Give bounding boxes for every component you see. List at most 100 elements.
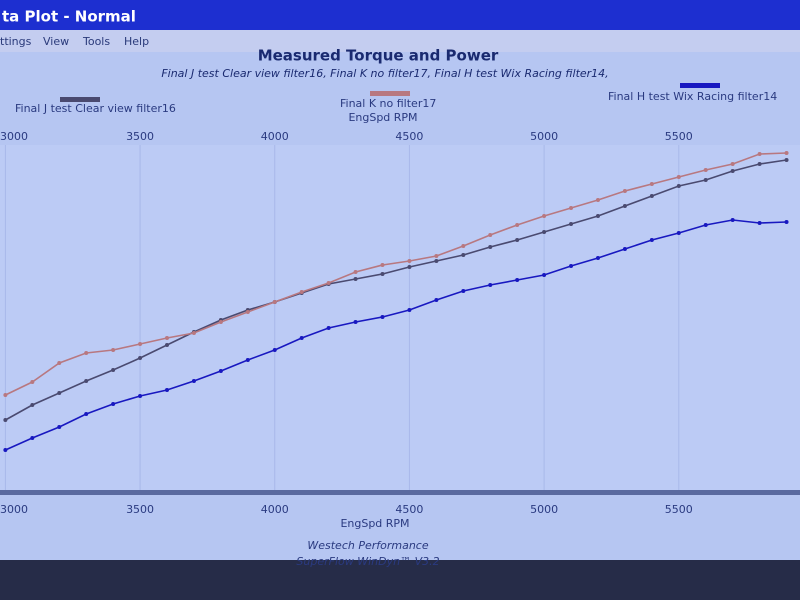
data-point bbox=[299, 336, 304, 340]
data-point bbox=[218, 320, 223, 324]
data-point bbox=[757, 221, 762, 225]
menu-item[interactable]: Tools bbox=[82, 35, 110, 48]
data-point bbox=[165, 336, 170, 340]
data-point bbox=[542, 273, 547, 277]
legend-swatch bbox=[370, 91, 410, 96]
data-point bbox=[57, 425, 62, 429]
legend-label: Final J test Clear view filter16 bbox=[15, 102, 176, 115]
data-point bbox=[30, 403, 35, 407]
data-point bbox=[111, 348, 116, 352]
x-axis-title-top: EngSpd RPM bbox=[348, 111, 417, 124]
x-tick-label: 4000 bbox=[261, 503, 289, 516]
data-point bbox=[434, 298, 439, 302]
data-point bbox=[30, 436, 35, 440]
series-line bbox=[5, 152, 787, 396]
data-point bbox=[649, 182, 654, 186]
menu-item[interactable]: View bbox=[43, 35, 69, 48]
data-point bbox=[84, 379, 89, 383]
data-point bbox=[245, 310, 250, 314]
data-point bbox=[488, 233, 493, 237]
data-point bbox=[622, 204, 627, 208]
data-point bbox=[569, 206, 574, 210]
data-point bbox=[191, 331, 196, 335]
chart-subtitle: Final J test Clear view filter16, Final … bbox=[161, 67, 608, 80]
x-tick-label-top: 4500 bbox=[395, 130, 423, 143]
data-point bbox=[757, 162, 762, 166]
x-tick-label: 5500 bbox=[665, 503, 693, 516]
data-point bbox=[30, 380, 35, 384]
plot-area bbox=[0, 145, 800, 490]
data-point bbox=[111, 402, 116, 406]
legend-label: Final H test Wix Racing filter14 bbox=[608, 90, 777, 103]
data-point bbox=[515, 278, 520, 282]
data-point bbox=[649, 238, 654, 242]
data-point bbox=[595, 198, 600, 202]
data-point bbox=[326, 326, 331, 330]
screen-bezel bbox=[0, 560, 800, 600]
x-tick-label-top: 5000 bbox=[530, 130, 558, 143]
data-point bbox=[730, 162, 735, 166]
legend-swatch bbox=[60, 97, 100, 102]
data-point bbox=[111, 368, 116, 372]
data-point bbox=[272, 300, 277, 304]
data-point bbox=[757, 152, 762, 156]
data-point bbox=[488, 283, 493, 287]
data-point bbox=[676, 175, 681, 179]
data-point bbox=[191, 379, 196, 383]
data-point bbox=[138, 356, 143, 360]
data-point bbox=[138, 342, 143, 346]
legend-swatch bbox=[680, 83, 720, 88]
data-point bbox=[165, 343, 170, 347]
data-point bbox=[622, 247, 627, 251]
data-point bbox=[272, 348, 277, 352]
x-axis-title: EngSpd RPM bbox=[340, 517, 409, 530]
legend-label: Final K no filter17 bbox=[340, 97, 436, 110]
data-point bbox=[57, 391, 62, 395]
data-point bbox=[461, 253, 466, 257]
x-tick-label-top: 3500 bbox=[126, 130, 154, 143]
data-point bbox=[703, 168, 708, 172]
data-point bbox=[703, 178, 708, 182]
title-bar bbox=[0, 0, 800, 30]
series-line bbox=[5, 219, 787, 451]
data-point bbox=[515, 238, 520, 242]
menu-item[interactable]: ttings bbox=[0, 35, 32, 48]
data-point bbox=[784, 220, 789, 224]
data-point bbox=[84, 412, 89, 416]
menu-bar bbox=[0, 30, 800, 52]
data-point bbox=[165, 388, 170, 392]
x-tick-label: 5000 bbox=[530, 503, 558, 516]
data-point bbox=[353, 270, 358, 274]
footer-text: Westech Performance bbox=[307, 539, 428, 552]
data-point bbox=[138, 394, 143, 398]
x-tick-label-top: 5500 bbox=[665, 130, 693, 143]
data-point bbox=[488, 245, 493, 249]
x-tick-label-top: 4000 bbox=[261, 130, 289, 143]
data-point bbox=[649, 194, 654, 198]
data-point bbox=[3, 393, 8, 397]
menu-item[interactable]: Help bbox=[124, 35, 149, 48]
data-point bbox=[380, 272, 385, 276]
data-point bbox=[353, 320, 358, 324]
data-point bbox=[353, 277, 358, 281]
data-point bbox=[515, 223, 520, 227]
data-point bbox=[730, 218, 735, 222]
data-point bbox=[703, 223, 708, 227]
data-point bbox=[434, 254, 439, 258]
data-point bbox=[461, 244, 466, 248]
data-point bbox=[218, 369, 223, 373]
data-point bbox=[380, 263, 385, 267]
data-point bbox=[84, 351, 89, 355]
data-point bbox=[407, 259, 412, 263]
x-tick-label-top: 3000 bbox=[0, 130, 28, 143]
data-point bbox=[595, 256, 600, 260]
data-point bbox=[676, 184, 681, 188]
x-tick-label: 3000 bbox=[0, 503, 28, 516]
data-point bbox=[622, 189, 627, 193]
data-point bbox=[542, 214, 547, 218]
x-tick-label: 4500 bbox=[395, 503, 423, 516]
data-point bbox=[380, 315, 385, 319]
window-title: ta Plot - Normal bbox=[2, 8, 136, 26]
data-point bbox=[542, 230, 547, 234]
